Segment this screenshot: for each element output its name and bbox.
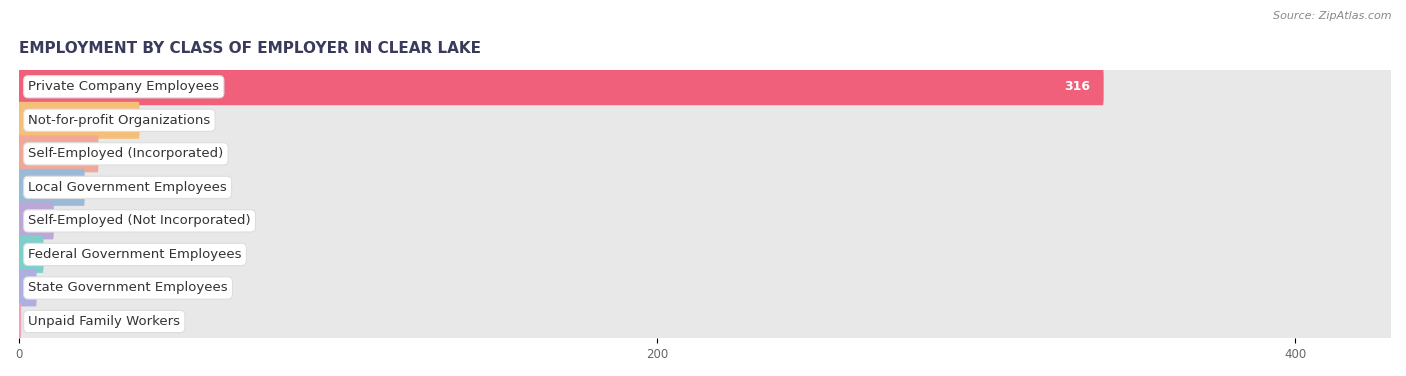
Text: 23: 23 xyxy=(117,147,132,160)
FancyBboxPatch shape xyxy=(18,202,53,240)
FancyBboxPatch shape xyxy=(18,135,1392,172)
Text: Not-for-profit Organizations: Not-for-profit Organizations xyxy=(28,114,211,127)
FancyBboxPatch shape xyxy=(18,303,21,340)
Text: Unpaid Family Workers: Unpaid Family Workers xyxy=(28,315,180,328)
FancyBboxPatch shape xyxy=(18,169,1392,206)
Text: Self-Employed (Not Incorporated): Self-Employed (Not Incorporated) xyxy=(28,214,250,227)
FancyBboxPatch shape xyxy=(18,303,1392,340)
FancyBboxPatch shape xyxy=(18,305,1391,338)
FancyBboxPatch shape xyxy=(18,169,84,206)
FancyBboxPatch shape xyxy=(18,70,1391,103)
FancyBboxPatch shape xyxy=(18,202,1392,240)
Text: 19: 19 xyxy=(103,181,118,194)
Text: Self-Employed (Incorporated): Self-Employed (Incorporated) xyxy=(28,147,224,160)
Text: 5: 5 xyxy=(55,282,63,294)
Text: Federal Government Employees: Federal Government Employees xyxy=(28,248,242,261)
Text: 0: 0 xyxy=(39,315,48,328)
FancyBboxPatch shape xyxy=(18,270,37,306)
FancyBboxPatch shape xyxy=(18,271,1391,305)
FancyBboxPatch shape xyxy=(18,238,1391,271)
Text: EMPLOYMENT BY CLASS OF EMPLOYER IN CLEAR LAKE: EMPLOYMENT BY CLASS OF EMPLOYER IN CLEAR… xyxy=(18,41,481,56)
Text: State Government Employees: State Government Employees xyxy=(28,282,228,294)
Text: 316: 316 xyxy=(1064,80,1090,93)
Text: 35: 35 xyxy=(157,114,174,127)
FancyBboxPatch shape xyxy=(18,68,1392,105)
FancyBboxPatch shape xyxy=(18,270,1392,306)
FancyBboxPatch shape xyxy=(18,135,98,172)
FancyBboxPatch shape xyxy=(18,204,1391,238)
FancyBboxPatch shape xyxy=(18,236,1392,273)
FancyBboxPatch shape xyxy=(18,171,1391,204)
FancyBboxPatch shape xyxy=(18,137,1391,171)
Text: 7: 7 xyxy=(62,248,70,261)
Text: Source: ZipAtlas.com: Source: ZipAtlas.com xyxy=(1274,11,1392,21)
Text: Private Company Employees: Private Company Employees xyxy=(28,80,219,93)
FancyBboxPatch shape xyxy=(18,102,1392,139)
FancyBboxPatch shape xyxy=(18,68,1104,105)
FancyBboxPatch shape xyxy=(18,103,1391,137)
Text: 10: 10 xyxy=(72,214,89,227)
FancyBboxPatch shape xyxy=(18,236,44,273)
FancyBboxPatch shape xyxy=(18,102,139,139)
Text: Local Government Employees: Local Government Employees xyxy=(28,181,226,194)
